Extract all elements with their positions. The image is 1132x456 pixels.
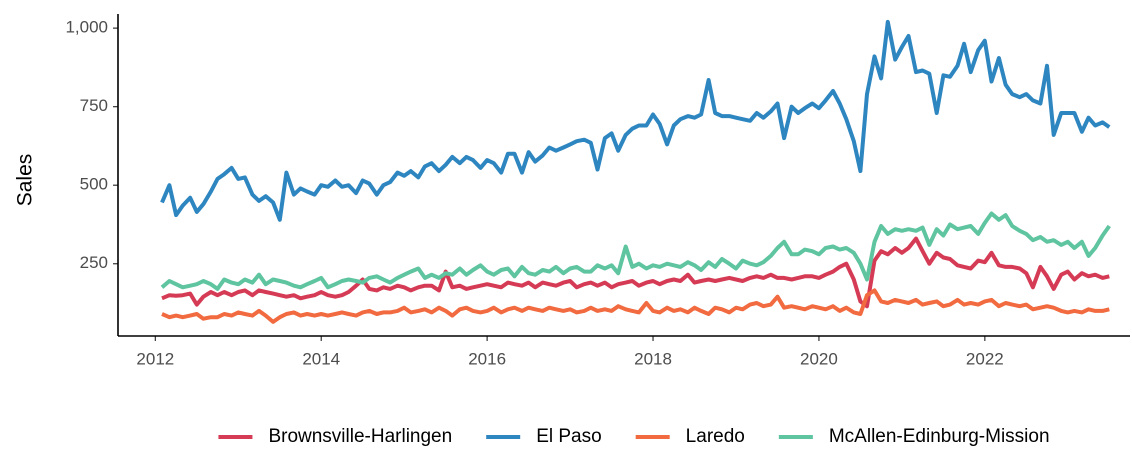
series-line (160, 211, 1111, 291)
legend-label: Brownsville-Harlingen (268, 426, 452, 447)
x-tick-label: 2012 (136, 349, 174, 368)
y-tick-label: 1,000 (65, 18, 108, 37)
x-tick-label: 2014 (302, 349, 340, 368)
legend-label: McAllen-Edinburg-Mission (829, 426, 1050, 447)
series-line (160, 19, 1111, 222)
legend: Brownsville-Harlingen El Paso Laredo McAlle… (218, 426, 1050, 447)
x-tick-label: 2022 (966, 349, 1004, 368)
x-tick-label: 2020 (800, 349, 838, 368)
legend-label: El Paso (536, 426, 601, 447)
series-line (161, 236, 1110, 309)
y-tick-label: 250 (80, 253, 108, 272)
x-tick-label: 2016 (468, 349, 506, 368)
y-tick-label: 750 (80, 96, 108, 115)
legend-label: Laredo (686, 426, 745, 447)
y-tick-label: 500 (80, 175, 108, 194)
series-line (161, 288, 1110, 324)
x-tick-label: 2018 (634, 349, 672, 368)
y-axis-label: Sales (14, 154, 37, 207)
